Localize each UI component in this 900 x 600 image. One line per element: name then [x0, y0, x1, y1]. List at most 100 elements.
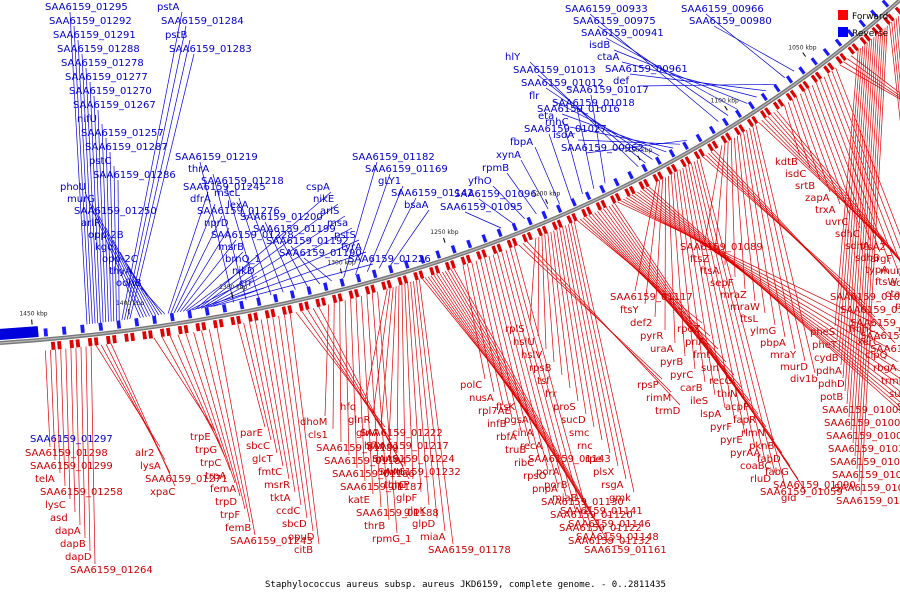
forward-gene-label: SAA6159_01186	[332, 469, 415, 480]
forward-gene	[772, 101, 780, 110]
gene-leader-line	[243, 322, 272, 441]
forward-gene-label: zapA	[805, 193, 830, 204]
reverse-gene	[239, 300, 245, 310]
scale-tick	[128, 309, 130, 315]
forward-gene	[429, 266, 435, 276]
reverse-gene-label: flr	[529, 91, 540, 102]
gene-leader-line	[576, 107, 595, 189]
forward-gene-label: pyrE	[720, 435, 743, 446]
forward-gene-label: ylmG	[750, 326, 776, 337]
scale-tick-label: 1150 kbp	[624, 147, 652, 154]
reverse-gene	[403, 260, 410, 269]
gene-leader-line	[693, 161, 766, 461]
gene-leader-line	[361, 296, 374, 495]
forward-gene-label: trpF	[220, 510, 240, 521]
gene-leader-line	[198, 203, 339, 310]
forward-gene-label: pdhA	[816, 366, 842, 377]
forward-gene-label: SAA6159_01141	[560, 506, 643, 517]
forward-gene	[536, 227, 543, 237]
forward-gene	[652, 173, 659, 183]
gene-leader-line	[450, 269, 602, 532]
gene-leader-line	[212, 173, 247, 301]
gene-leader-line	[73, 25, 91, 325]
forward-gene-label: trpD	[215, 497, 237, 508]
forward-gene-label: rimM	[646, 393, 671, 404]
reverse-gene-label: murG	[67, 194, 95, 205]
gene-leader-line	[332, 303, 335, 430]
gene-leader-line	[277, 233, 308, 288]
gene-leader-line	[289, 313, 320, 545]
forward-gene	[526, 231, 533, 241]
gene-leader-line	[182, 251, 244, 312]
reverse-gene	[204, 307, 210, 316]
forward-gene-label: katE	[348, 495, 370, 506]
reverse-gene-label: bsaA	[404, 200, 429, 211]
forward-gene-label: pyrF	[710, 422, 732, 433]
gene-leader-line	[70, 348, 76, 513]
forward-gene	[871, 26, 879, 35]
forward-gene-label: typA	[865, 265, 888, 276]
forward-gene	[875, 23, 883, 32]
gene-leader-line	[478, 198, 514, 224]
reverse-gene	[870, 9, 878, 18]
reverse-gene-label: SAA6159_01013	[513, 65, 596, 76]
forward-gene	[270, 308, 276, 318]
gene-leader-line	[364, 288, 388, 402]
reverse-gene-label: SAA6159_01027	[524, 124, 607, 135]
forward-gene-label: trmD	[655, 406, 681, 417]
scale-tick-label: 1350 kbp	[219, 284, 247, 291]
reverse-gene-label: SAA6159_01284	[161, 16, 244, 27]
forward-gene-label: SAA6159_01161	[584, 545, 667, 556]
gene-leader-line	[562, 226, 603, 441]
reverse-gene	[134, 318, 140, 327]
forward-gene-label: murD	[780, 362, 808, 373]
forward-gene	[624, 188, 631, 197]
gene-leader-line	[90, 345, 96, 565]
forward-gene-label: cydB	[814, 353, 839, 364]
gene-leader-line	[388, 286, 397, 441]
reverse-gene-label: def	[613, 76, 630, 87]
gene-leader-line	[613, 49, 748, 104]
reverse-gene-label: SAA6159_01277	[65, 72, 148, 83]
forward-gene	[863, 33, 871, 42]
forward-gene-label: trpA	[205, 471, 226, 482]
gene-leader-line	[290, 245, 320, 285]
reverse-gene	[273, 293, 279, 303]
forward-gene	[789, 89, 797, 98]
gene-leader-line	[835, 67, 900, 236]
gene-leader-line	[89, 81, 101, 323]
forward-gene	[751, 115, 759, 125]
forward-gene	[160, 328, 165, 337]
forward-gene-label: rnc	[577, 441, 593, 452]
forward-gene	[177, 325, 183, 335]
forward-gene-label: SAA6159_01079	[870, 344, 900, 355]
forward-gene-label: SAA6159_01184	[324, 456, 407, 467]
reverse-gene	[371, 269, 378, 279]
gene-leader-line	[791, 99, 821, 181]
forward-gene-label: sbcD	[282, 519, 307, 530]
reverse-gene-label: SAA6159_00933	[565, 4, 648, 15]
forward-gene-label: SAA6159_01243	[230, 536, 313, 547]
reverse-gene-label: SAA6159_01228	[211, 230, 294, 241]
forward-gene-label: lspA	[700, 409, 721, 420]
forward-gene-label: infB	[487, 419, 507, 430]
forward-gene	[315, 298, 321, 308]
forward-gene-label: acpP	[725, 402, 749, 413]
forward-gene	[201, 322, 207, 331]
forward-gene-label: coaBC	[740, 461, 771, 472]
reverse-gene-label: SAA6159_01017	[566, 85, 649, 96]
forward-gene-label: SAA6159_01258	[40, 487, 123, 498]
forward-gene-label: ribC	[514, 458, 534, 469]
forward-gene	[386, 279, 393, 289]
forward-gene-label: ftsY	[620, 305, 639, 316]
gene-leader-line	[404, 283, 414, 480]
gene-leader-line	[378, 197, 417, 269]
gene-leader-line	[45, 350, 51, 448]
reverse-gene-label: gLY1	[378, 176, 401, 187]
forward-gene-label: SAA6159_01005	[822, 405, 900, 416]
reverse-gene-label: SAA6159_01283	[169, 44, 252, 55]
gene-leader-line	[561, 113, 667, 153]
forward-gene	[496, 243, 503, 253]
forward-gene-label: SAA6159_01120	[550, 510, 633, 521]
forward-gene-label: recG	[709, 376, 732, 387]
